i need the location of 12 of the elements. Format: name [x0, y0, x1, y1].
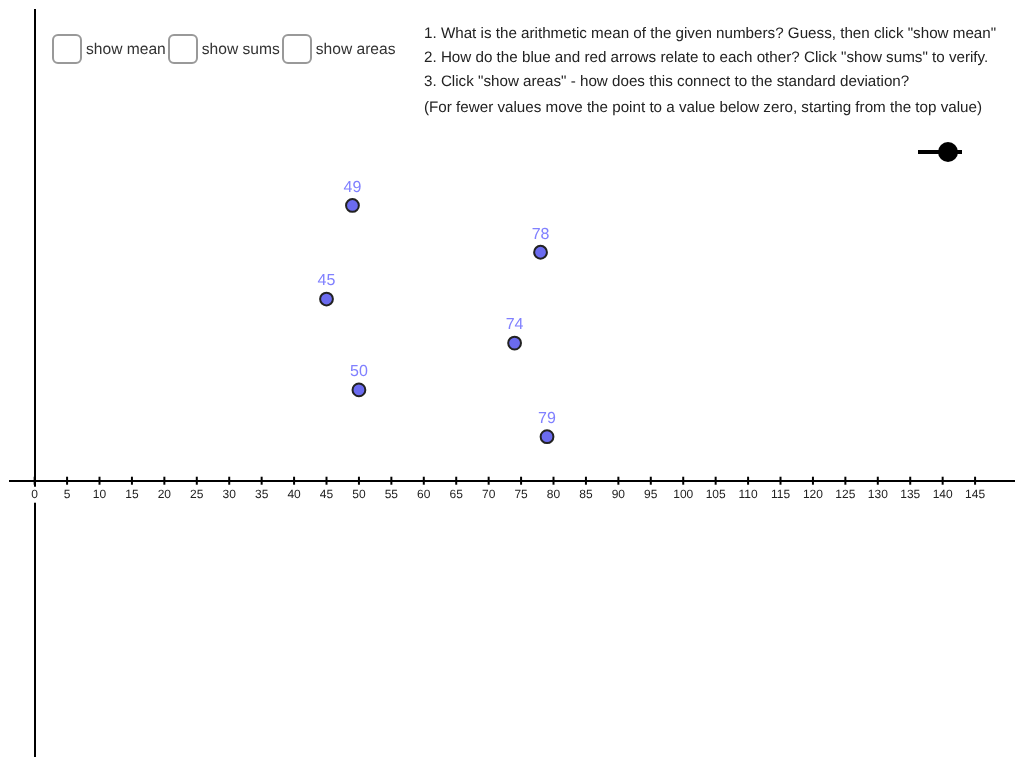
point	[533, 244, 548, 260]
annotation: 78	[531, 224, 551, 243]
point	[351, 382, 367, 398]
point	[319, 291, 334, 307]
annotation: 50	[350, 362, 369, 381]
point	[507, 335, 522, 351]
annotation: 45	[317, 271, 337, 290]
annotation: 79	[538, 409, 558, 428]
annotation: 49	[343, 177, 363, 196]
annotation: 74	[505, 315, 525, 334]
point	[539, 429, 555, 445]
point	[345, 198, 360, 213]
